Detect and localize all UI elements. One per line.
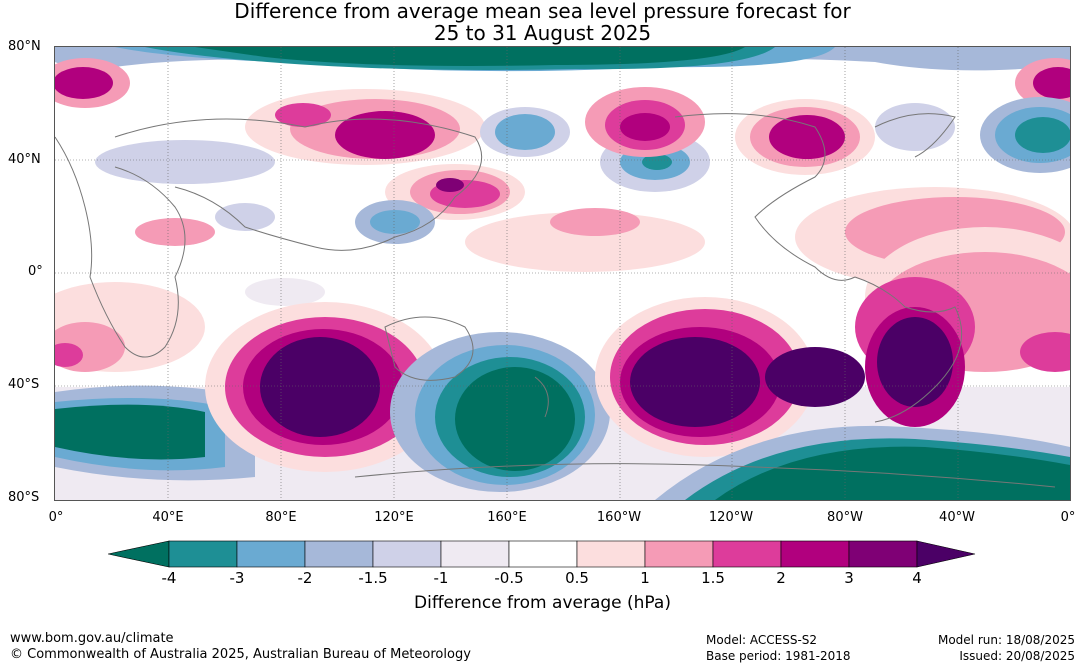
colorbar-segment bbox=[848, 540, 918, 568]
colorbar-segment bbox=[576, 540, 646, 568]
colorbar-tick: 0.5 bbox=[565, 569, 589, 587]
lat-label-40n: 40°N bbox=[8, 152, 41, 167]
colorbar-extend-high bbox=[916, 540, 976, 568]
lon-label-120w: 120°W bbox=[708, 510, 754, 525]
southern-anomalies bbox=[55, 297, 1070, 500]
colorbar-tick: 1.5 bbox=[701, 569, 725, 587]
lon-label-40w: 40°W bbox=[939, 510, 975, 525]
lat-label-equator: 0° bbox=[28, 264, 43, 279]
lon-label-160e: 160°E bbox=[487, 510, 527, 525]
colorbar-tick: -1 bbox=[433, 569, 449, 587]
footer-model: Model: ACCESS-S2 bbox=[706, 633, 818, 647]
pressure-anomaly-map bbox=[54, 46, 1071, 501]
lon-label-80w: 80°W bbox=[827, 510, 863, 525]
lat-label-40s: 40°S bbox=[8, 377, 40, 392]
colorbar-segment bbox=[508, 540, 578, 568]
map-svg bbox=[55, 47, 1070, 500]
colorbar-tick: -1.5 bbox=[358, 569, 388, 587]
arctic-anomalies bbox=[55, 47, 1070, 108]
footer-issued: Issued: 20/08/2025 bbox=[959, 649, 1075, 663]
colorbar-tick: 1 bbox=[640, 569, 650, 587]
map-title: Difference from average mean sea level p… bbox=[0, 0, 1085, 44]
colorbar-segment bbox=[168, 540, 238, 568]
footer-copyright: © Commonwealth of Australia 2025, Austra… bbox=[10, 647, 471, 662]
footer-model-run: Model run: 18/08/2025 bbox=[937, 633, 1075, 647]
colorbar bbox=[108, 540, 976, 568]
colorbar-segment bbox=[644, 540, 714, 568]
colorbar-segment bbox=[780, 540, 850, 568]
northern-anomalies bbox=[95, 87, 1070, 287]
colorbar-segment bbox=[236, 540, 306, 568]
colorbar-tick: -0.5 bbox=[494, 569, 524, 587]
lon-label-160w: 160°W bbox=[596, 510, 642, 525]
title-line-1: Difference from average mean sea level p… bbox=[234, 0, 851, 23]
colorbar-tick: 2 bbox=[776, 569, 786, 587]
colorbar-tick: -4 bbox=[161, 569, 177, 587]
title-line-2: 25 to 31 August 2025 bbox=[433, 21, 652, 45]
colorbar-segments bbox=[108, 540, 976, 568]
coastlines bbox=[55, 113, 1056, 488]
lat-label-80n: 80°N bbox=[8, 39, 41, 54]
colorbar-tick: 4 bbox=[912, 569, 922, 587]
colorbar-segment bbox=[440, 540, 510, 568]
lon-label-40e: 40°E bbox=[152, 510, 184, 525]
lon-label-80e: 80°E bbox=[265, 510, 297, 525]
lat-label-80s: 80°S bbox=[8, 490, 40, 505]
lon-label-0: 0° bbox=[48, 510, 64, 525]
colorbar-tick: 3 bbox=[844, 569, 854, 587]
colorbar-tick: -3 bbox=[229, 569, 245, 587]
colorbar-segment bbox=[372, 540, 442, 568]
colorbar-label: Difference from average (hPa) bbox=[414, 593, 671, 613]
footer-base-period: Base period: 1981-2018 bbox=[706, 649, 851, 663]
lon-label-0-east: 0° bbox=[1060, 510, 1076, 525]
colorbar-segment bbox=[304, 540, 374, 568]
colorbar-segment bbox=[712, 540, 782, 568]
footer-website: www.bom.gov.au/climate bbox=[10, 631, 174, 646]
colorbar-extend-low bbox=[108, 540, 170, 568]
graticule bbox=[55, 47, 1070, 500]
lon-label-120e: 120°E bbox=[374, 510, 414, 525]
colorbar-tick: -2 bbox=[297, 569, 313, 587]
